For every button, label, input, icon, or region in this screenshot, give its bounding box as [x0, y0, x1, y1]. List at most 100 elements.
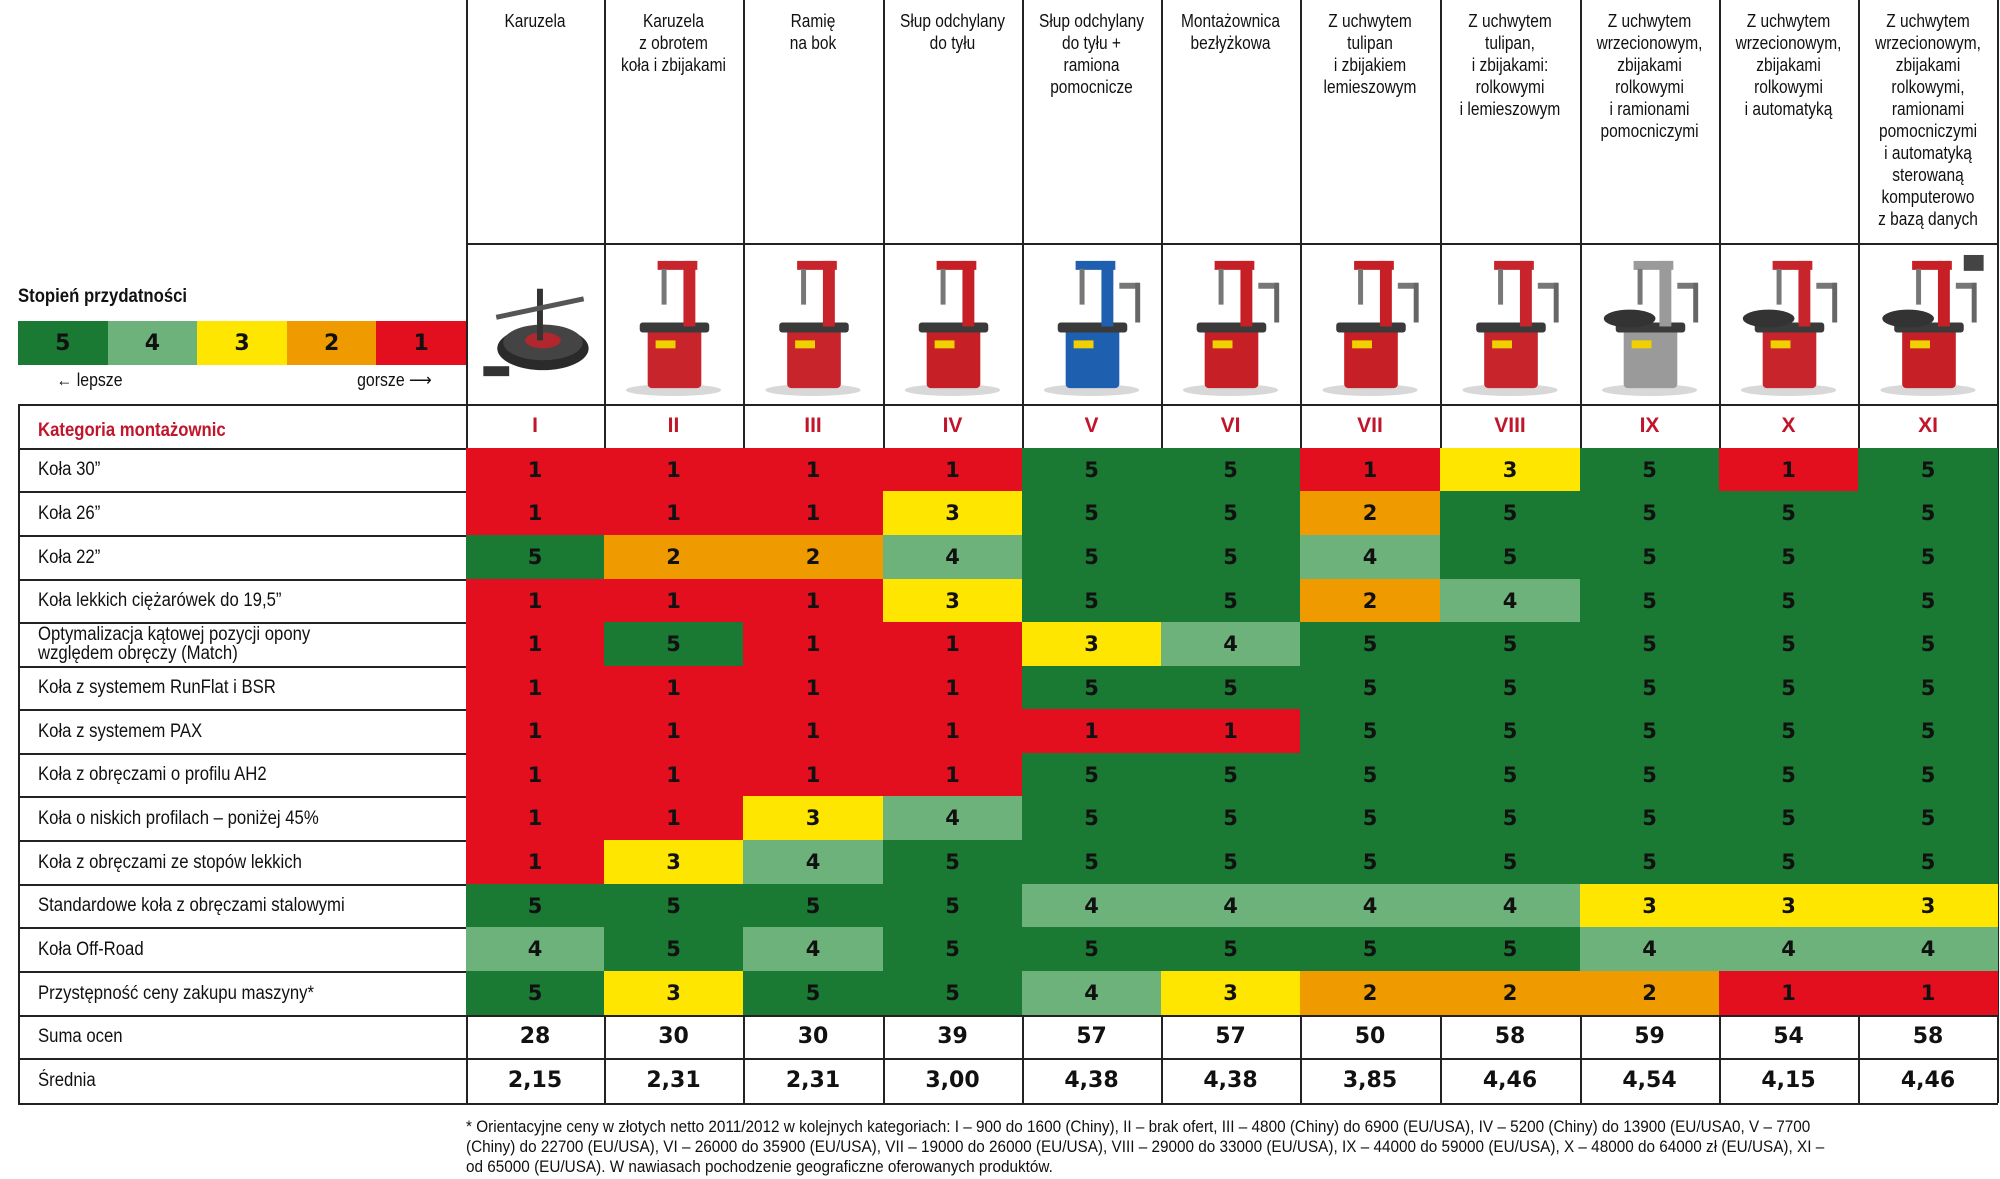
rating-cell: 5	[743, 884, 883, 927]
rating-cell: 1	[1719, 971, 1858, 1015]
legend-worse-label: gorsze ⟶	[357, 370, 432, 390]
rating-cell: 5	[1161, 491, 1300, 535]
rating-cell: 5	[1858, 579, 1998, 622]
rating-cell: 5	[1858, 666, 1998, 709]
category-cell: II	[667, 414, 680, 437]
category-row-label: Kategoria montażownic	[38, 420, 226, 441]
rating-cell: 1	[743, 666, 883, 709]
rating-cell: 2	[1580, 971, 1719, 1015]
row-label: Optymalizacja kątowej pozycji opony wzgl…	[38, 624, 311, 664]
row-label: Standardowe koła z obręczami stalowymi	[38, 895, 345, 916]
rating-cell: 5	[1022, 666, 1161, 709]
rating-cell: 3	[1440, 448, 1580, 491]
row-label: Przystępność ceny zakupu maszyny*	[38, 982, 315, 1004]
grid-vline-left	[18, 404, 20, 1103]
rating-cell: 4	[1161, 622, 1300, 666]
tire-changer-swing-arm-icon	[747, 249, 879, 398]
rating-cell: 3	[1858, 884, 1998, 927]
summary-cell: 39	[937, 1024, 968, 1049]
legend-swatch-5: 5	[18, 321, 108, 365]
rating-cell: 3	[883, 491, 1022, 535]
column-header: Montażownica bezłyżkowa	[1181, 11, 1280, 53]
rating-cell: 5	[1719, 579, 1858, 622]
rating-cell: 5	[1719, 622, 1858, 666]
rating-cell: 5	[1300, 840, 1440, 884]
rating-cell: 1	[466, 796, 604, 840]
summary-cell: 2,15	[507, 1068, 563, 1093]
summary-cell: 58	[1494, 1024, 1526, 1049]
rating-cell: 5	[883, 840, 1022, 884]
summary-cell: 30	[797, 1024, 829, 1049]
rating-cell: 5	[1022, 535, 1161, 579]
rating-cell: 4	[1719, 927, 1858, 971]
rating-cell: 5	[1022, 840, 1161, 884]
rating-cell: 5	[1580, 840, 1719, 884]
rating-cell: 5	[1022, 796, 1161, 840]
rating-cell: 4	[883, 796, 1022, 840]
rating-cell: 5	[1858, 709, 1998, 753]
grid-hline	[18, 1058, 1998, 1060]
rating-cell: 1	[1719, 448, 1858, 491]
category-cell: VII	[1357, 414, 1383, 437]
rating-cell: 5	[1300, 753, 1440, 796]
rating-cell: 4	[743, 840, 883, 884]
rating-cell: 4	[743, 927, 883, 971]
row-label: Koła 30”	[38, 459, 101, 480]
rating-cell: 5	[1719, 753, 1858, 796]
column-header: Z uchwytem wrzecionowym, zbijakami rolko…	[1875, 11, 1981, 229]
rating-cell: 5	[883, 971, 1022, 1015]
rating-cell: 5	[1858, 448, 1998, 491]
rating-cell: 5	[883, 884, 1022, 927]
summary-cell: 30	[658, 1024, 689, 1049]
column-header: Słup odchylany do tyłu	[899, 11, 1006, 53]
category-cell: XI	[1918, 414, 1938, 437]
rating-cell: 5	[1858, 840, 1998, 884]
rating-cell: 1	[883, 666, 1022, 709]
tire-changer-tulip-roller-icon	[1444, 249, 1576, 398]
rating-cell: 5	[1580, 753, 1719, 796]
tire-changer-spindle-helper-icon	[1584, 249, 1715, 398]
rating-cell: 5	[1580, 709, 1719, 753]
rating-cell: 5	[604, 927, 743, 971]
summary-cell: 4,46	[1482, 1068, 1538, 1093]
rating-cell: 5	[466, 884, 604, 927]
rating-cell: 4	[1022, 884, 1161, 927]
row-label: Koła Off-Road	[38, 938, 144, 960]
category-cell: V	[1084, 414, 1099, 437]
rating-cell: 1	[604, 666, 743, 709]
rating-cell: 4	[1858, 927, 1998, 971]
summary-cell: 2,31	[785, 1068, 841, 1093]
rating-cell: 1	[743, 622, 883, 666]
rating-cell: 5	[1858, 753, 1998, 796]
rating-cell: 5	[1719, 535, 1858, 579]
rating-cell: 5	[1440, 491, 1580, 535]
tire-changer-tulip-clamp-icon	[1304, 249, 1436, 398]
rating-cell: 2	[1300, 491, 1440, 535]
category-cell: VI	[1220, 414, 1241, 437]
rating-cell: 5	[1300, 709, 1440, 753]
column-header: Ramię na bok	[789, 11, 837, 53]
rating-cell: 3	[604, 840, 743, 884]
rating-cell: 5	[1580, 448, 1719, 491]
rating-cell: 5	[466, 971, 604, 1015]
summary-cell: 4,38	[1203, 1068, 1258, 1093]
rating-cell: 1	[466, 622, 604, 666]
rating-cell: 1	[604, 491, 743, 535]
rating-cell: 5	[1022, 927, 1161, 971]
rating-cell: 5	[1580, 796, 1719, 840]
rating-cell: 4	[1580, 927, 1719, 971]
column-header: Z uchwytem tulipan, i zbijakami: rolkowy…	[1459, 11, 1561, 119]
summary-label: Suma ocen	[38, 1025, 123, 1047]
rating-cell: 5	[1161, 927, 1300, 971]
rating-cell: 5	[1161, 579, 1300, 622]
legend-swatch-3: 3	[197, 321, 287, 365]
rating-cell: 5	[1719, 840, 1858, 884]
rating-cell: 1	[466, 709, 604, 753]
rating-cell: 3	[1161, 971, 1300, 1015]
tire-changer-spindle-auto-icon	[1723, 249, 1854, 398]
row-label: Koła z obręczami ze stopów lekkich	[38, 851, 302, 873]
tire-changer-leverless-icon	[1165, 249, 1296, 398]
tire-changer-tilt-back-icon	[887, 249, 1018, 398]
rating-cell: 4	[1440, 884, 1580, 927]
